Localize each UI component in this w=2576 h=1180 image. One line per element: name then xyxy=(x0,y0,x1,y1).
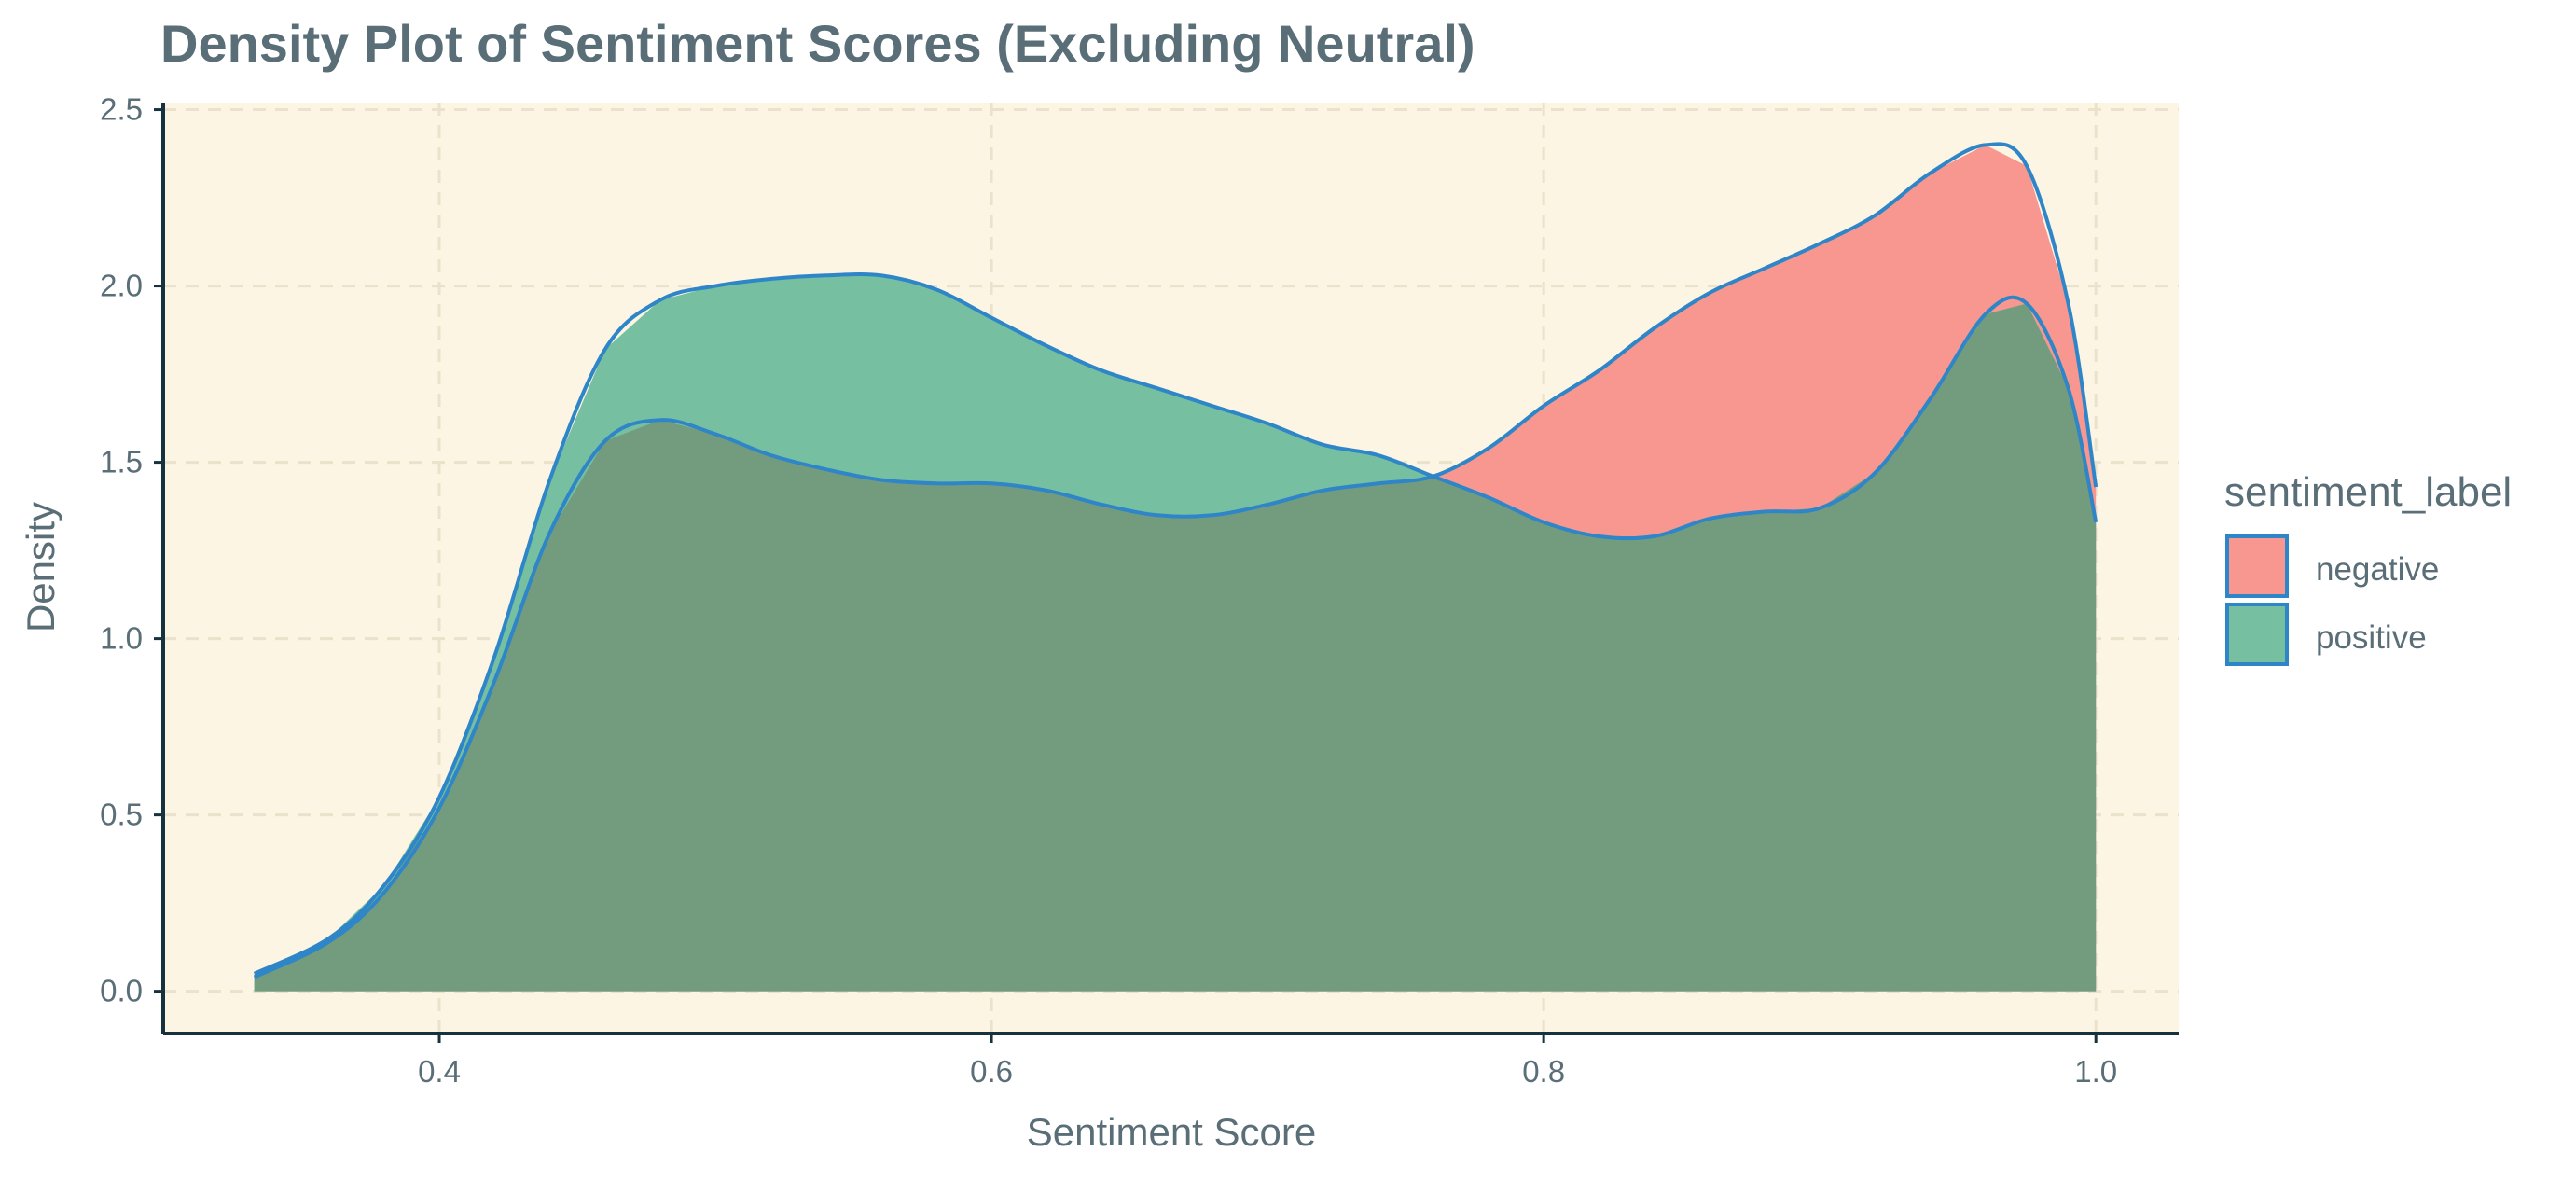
legend-key-negative xyxy=(2225,534,2289,598)
legend-label-negative: negative xyxy=(2316,551,2439,588)
y-axis-title: Density xyxy=(19,502,62,632)
area-overlap xyxy=(254,303,2097,992)
density-areas xyxy=(254,145,2097,992)
legend-label-positive: positive xyxy=(2316,619,2427,656)
y-tick-label: 2.0 xyxy=(100,269,143,303)
x-tick-label: 1.0 xyxy=(2074,1054,2117,1089)
legend-key-positive xyxy=(2225,603,2289,666)
y-tick-label: 2.5 xyxy=(100,92,143,127)
axes: 0.4 0.6 0.8 1.0 0.0 0.5 1.0 1.5 2.0 2.5 xyxy=(100,92,2179,1089)
y-tick-label: 1.0 xyxy=(100,621,143,656)
chart-title: Density Plot of Sentiment Scores (Exclud… xyxy=(160,14,1475,73)
y-tick-label: 0.0 xyxy=(100,974,143,1008)
x-tick-label: 0.8 xyxy=(1522,1054,1565,1089)
legend: sentiment_label negative positive xyxy=(2224,469,2512,666)
x-axis-title: Sentiment Score xyxy=(1027,1110,1317,1154)
x-tick-label: 0.4 xyxy=(418,1054,461,1089)
y-tick-label: 0.5 xyxy=(100,798,143,832)
density-line-positive xyxy=(253,271,2098,976)
density-line-negative xyxy=(253,142,2098,979)
density-outlines xyxy=(253,142,2098,979)
legend-title: sentiment_label xyxy=(2224,469,2512,515)
y-tick-label: 1.5 xyxy=(100,445,143,479)
x-tick-label: 0.6 xyxy=(970,1054,1013,1089)
